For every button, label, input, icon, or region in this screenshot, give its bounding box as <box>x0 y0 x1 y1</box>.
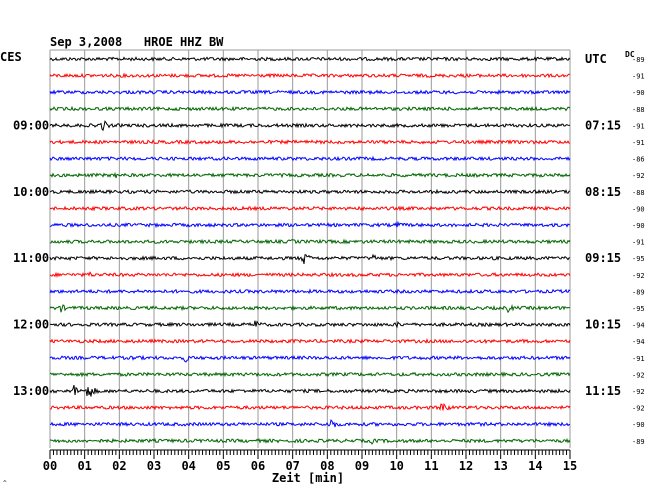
right-hour-label: 11:15 <box>585 384 621 398</box>
dc-value: -91 <box>632 139 645 147</box>
x-tick-label: 10 <box>389 459 403 473</box>
trace-row <box>49 171 571 179</box>
dc-value: -92 <box>632 172 645 180</box>
trace-row <box>49 304 571 314</box>
dc-label: DC <box>625 50 635 59</box>
right-hour-label: 10:15 <box>585 318 621 332</box>
dc-value: -92 <box>632 405 645 413</box>
x-tick-label: 04 <box>181 459 195 473</box>
trace-row <box>49 288 571 295</box>
x-tick-label: 12 <box>459 459 473 473</box>
x-tick-label: 02 <box>112 459 126 473</box>
x-tick-label: 01 <box>77 459 91 473</box>
dc-value: -92 <box>632 272 645 280</box>
trace-row <box>49 402 571 411</box>
x-axis: 00 01 02 03 04 05 06 07 08 09 10 11 12 13 14 15 <box>43 449 577 473</box>
dc-value: -89 <box>632 438 645 446</box>
x-tick-label: 11 <box>424 459 438 473</box>
trace-row <box>49 56 571 62</box>
trace-row <box>49 419 571 428</box>
left-hour-label: 10:00 <box>13 185 49 199</box>
trace-row <box>49 72 570 79</box>
dc-value: -91 <box>632 239 645 247</box>
dc-value: -88 <box>632 106 645 114</box>
left-hour-label: 13:00 <box>13 384 49 398</box>
right-hour-label: 08:15 <box>585 185 621 199</box>
trace-row <box>49 384 571 397</box>
dc-value: -90 <box>632 222 645 230</box>
right-hour-label: UTC <box>585 52 607 66</box>
left-hour-label: 09:00 <box>13 118 49 132</box>
x-tick-label: 15 <box>563 459 577 473</box>
trace-row <box>49 205 571 212</box>
right-hour-label: 07:15 <box>585 118 621 132</box>
dc-value: -91 <box>632 73 645 81</box>
x-tick-label: 13 <box>493 459 507 473</box>
corner-mark: ^ <box>3 480 7 487</box>
x-axis-label: Zeit [min] <box>272 471 344 485</box>
dc-offset-values: -89 -91 -90 -88 -91 -91 -86 -92 -88 -90 -90 -91 -95 -… <box>632 56 645 446</box>
trace-row <box>49 320 571 329</box>
x-tick-label: 05 <box>216 459 230 473</box>
dc-value: -94 <box>632 338 645 346</box>
dc-value: -91 <box>632 122 645 130</box>
trace-row <box>49 188 571 195</box>
dc-value: -92 <box>632 371 645 379</box>
trace-row <box>49 139 571 145</box>
dc-value: -86 <box>632 156 645 164</box>
trace-row <box>49 155 571 162</box>
trace-row <box>49 437 571 445</box>
trace-row <box>49 253 570 264</box>
trace-row <box>49 338 571 345</box>
trace-row <box>49 120 571 132</box>
trace-row <box>49 89 571 96</box>
dc-value: -90 <box>632 89 645 97</box>
x-tick-label: 07 <box>285 459 299 473</box>
dc-value: -89 <box>632 288 645 296</box>
trace-row <box>49 371 571 378</box>
chart-title: Sep 3,2008 HROE HHZ BW <box>50 35 224 49</box>
right-hour-label: 09:15 <box>585 251 621 265</box>
x-tick-label: 08 <box>320 459 334 473</box>
dc-value: -92 <box>632 388 645 396</box>
dc-value: -95 <box>632 255 645 263</box>
x-tick-label: 09 <box>355 459 369 473</box>
x-tick-label: 14 <box>528 459 542 473</box>
left-timezone-label: CES <box>0 50 22 64</box>
trace-row <box>49 105 571 112</box>
dc-value: -91 <box>632 355 645 363</box>
x-tick-label: 03 <box>147 459 161 473</box>
seismic-traces <box>49 56 571 445</box>
x-tick-label: 00 <box>43 459 57 473</box>
dc-value: -90 <box>632 205 645 213</box>
dc-value: -89 <box>632 56 645 64</box>
x-tick-label: 06 <box>251 459 265 473</box>
dc-value: -94 <box>632 322 645 330</box>
grid-lines <box>49 49 571 448</box>
left-hour-label: 12:00 <box>13 318 49 332</box>
trace-row <box>50 220 571 229</box>
trace-row <box>49 238 571 245</box>
left-hour-labels: 09:00 10:00 11:00 12:00 13:00 <box>13 118 49 398</box>
left-hour-label: 11:00 <box>13 251 49 265</box>
dc-value: -88 <box>632 189 645 197</box>
trace-row <box>49 354 571 363</box>
dc-value: -90 <box>632 421 645 429</box>
right-hour-labels: UTC 07:15 08:15 09:15 10:15 11:15 <box>585 52 621 398</box>
dc-value: -95 <box>632 305 645 313</box>
trace-row <box>49 271 571 278</box>
